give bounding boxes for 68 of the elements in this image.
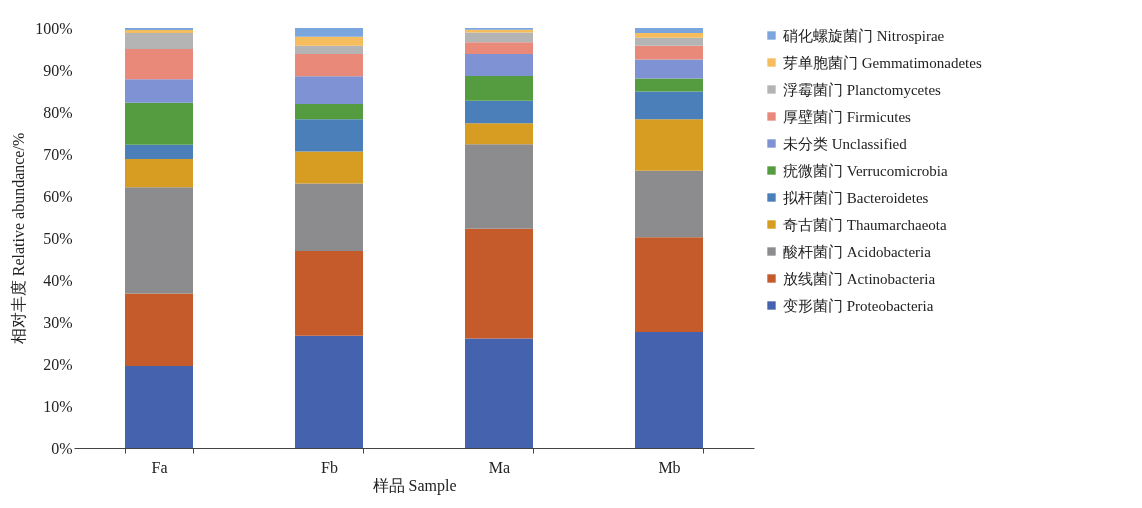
bar bbox=[465, 144, 533, 229]
bar bbox=[635, 237, 703, 333]
bar bbox=[295, 45, 363, 55]
x-tick-label: Mb bbox=[658, 458, 681, 476]
x-tick-label: Ma bbox=[488, 458, 511, 476]
bar bbox=[635, 170, 703, 238]
legend-label: 芽单胞菌门 Gemmatimonadetes bbox=[783, 54, 982, 71]
bar bbox=[635, 33, 703, 38]
x-tick-label: Fa bbox=[151, 458, 168, 476]
bar bbox=[635, 45, 703, 60]
bar bbox=[465, 123, 533, 145]
y-tick-label: 70% bbox=[43, 145, 73, 163]
bar bbox=[635, 37, 703, 46]
y-tick-label: 80% bbox=[43, 103, 73, 121]
bar bbox=[635, 91, 703, 120]
y-tick-label: 30% bbox=[43, 313, 73, 331]
bar bbox=[635, 28, 703, 34]
bar bbox=[295, 251, 363, 336]
bar bbox=[125, 293, 193, 367]
bar bbox=[295, 119, 363, 152]
y-tick-label: 0% bbox=[51, 439, 73, 457]
bar bbox=[125, 102, 193, 145]
bar bbox=[295, 28, 363, 37]
legend-label: 拟杆菌门 Bacteroidetes bbox=[783, 189, 929, 206]
y-tick-label: 10% bbox=[43, 397, 73, 415]
legend-label: 未分类 Unclassified bbox=[783, 135, 908, 152]
bar bbox=[125, 187, 193, 294]
legend-label: 硝化螺旋菌门 Nitrospirae bbox=[782, 27, 945, 44]
bar bbox=[295, 335, 363, 448]
y-tick-label: 90% bbox=[43, 61, 73, 79]
bar bbox=[125, 79, 193, 103]
legend-label: 变形菌门 Proteobacteria bbox=[783, 297, 934, 314]
bar bbox=[635, 332, 703, 448]
bar bbox=[295, 104, 363, 120]
legend-label: 奇古菌门 Thaumarchaeota bbox=[783, 216, 948, 233]
bar bbox=[465, 75, 533, 101]
bar bbox=[465, 32, 533, 43]
bar bbox=[295, 36, 363, 46]
bar bbox=[635, 78, 703, 92]
bar bbox=[295, 151, 363, 184]
legend-label: 放线菌门 Actinobacteria bbox=[783, 270, 936, 287]
bar bbox=[465, 54, 533, 76]
bar bbox=[295, 183, 363, 252]
bar bbox=[125, 144, 193, 160]
y-tick-label: 60% bbox=[43, 187, 73, 205]
bar bbox=[465, 42, 533, 55]
y-tick-label: 50% bbox=[43, 229, 73, 247]
y-tick-label: 40% bbox=[43, 271, 73, 289]
legend-label: 酸杆菌门 Acidobacteria bbox=[783, 243, 932, 260]
bar bbox=[125, 366, 193, 448]
bar bbox=[635, 59, 703, 79]
bar bbox=[465, 100, 533, 124]
legend-label: 浮霉菌门 Planctomycetes bbox=[783, 81, 942, 98]
bar bbox=[635, 119, 703, 171]
bar bbox=[125, 159, 193, 188]
bar bbox=[465, 228, 533, 339]
x-axis-title: 样品 Sample bbox=[372, 476, 457, 495]
bar bbox=[125, 49, 193, 80]
bar bbox=[295, 76, 363, 105]
x-tick-label: Fb bbox=[321, 458, 338, 476]
y-axis-title: 相对丰度 Relative abundance/% bbox=[10, 132, 28, 345]
bar bbox=[465, 338, 533, 448]
y-tick-label: 20% bbox=[43, 355, 73, 373]
legend-label: 疣微菌门 Verrucomicrobia bbox=[783, 162, 948, 179]
legend-label: 厚壁菌门 Firmicutes bbox=[783, 108, 912, 125]
bar bbox=[295, 54, 363, 77]
bar bbox=[125, 33, 193, 49]
y-tick-label: 100% bbox=[35, 19, 73, 37]
